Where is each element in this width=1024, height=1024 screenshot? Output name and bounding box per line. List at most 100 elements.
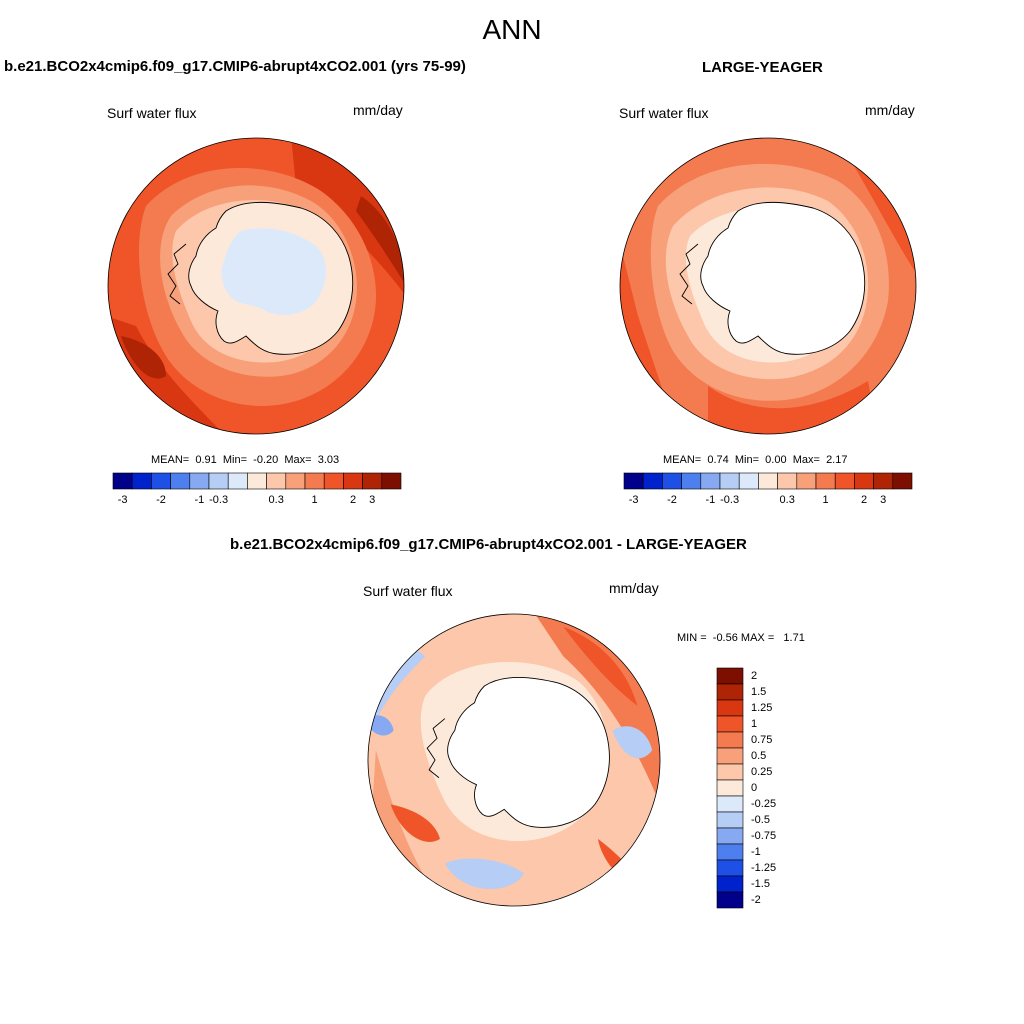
panel2-colorbar-box <box>834 472 855 490</box>
panel2-colorbar-box <box>700 472 721 490</box>
panel3-min-label: MIN = <box>677 632 707 644</box>
panel1-colorbar-tick-label: 0.3 <box>268 494 284 506</box>
panel1-colorbar-tick-label: -1 <box>194 494 205 506</box>
panel1-max-value: 3.03 <box>317 454 340 466</box>
panel3-colorbar-box <box>716 891 744 909</box>
panel2-colorbar-tick-label: 3 <box>880 494 887 506</box>
panel2-colorbar-box <box>796 472 817 490</box>
panel1-colorbar-tick-label: -0.3 <box>209 494 229 506</box>
panel1-colorbar-box <box>151 472 171 490</box>
panel3-colorbar-tick-label: 0 <box>751 782 758 794</box>
panel3-colorbar-tick-label: 1.5 <box>751 686 767 698</box>
panel1-max-label: Max= <box>284 454 312 466</box>
panel3-map-border <box>367 613 661 907</box>
panel3-colorbar-box <box>716 699 744 717</box>
panel2-antarctica <box>700 201 866 355</box>
panel1-colorbar-tick-label: 1 <box>311 494 318 506</box>
panel2-units-label: mm/day <box>865 102 915 118</box>
panel3-colorbar-tick-label: 1.25 <box>751 702 773 714</box>
panel3-colorbar-box <box>716 747 744 765</box>
panel2-colorbar-box <box>738 472 759 490</box>
panel2-colorbar-box <box>719 472 740 490</box>
panel1-mean-value: 0.91 <box>195 454 217 466</box>
panel3-colorbar-box <box>716 667 744 685</box>
panel3-colorbar-box <box>716 795 744 813</box>
panel2-min-label: Min= <box>734 454 760 466</box>
panel3-field-neg-s <box>444 858 524 889</box>
panel2-colorbar-box <box>681 472 702 490</box>
panel3-colorbar-box <box>716 843 744 861</box>
panel3-colorbar-tick-label: 2 <box>751 670 758 682</box>
panel2-variable-label: Surf water flux <box>619 105 709 121</box>
panel1-colorbar-box <box>343 472 363 490</box>
panel2-colorbar-box <box>892 472 913 490</box>
panel1-colorbar-box <box>112 472 133 490</box>
panel3-colorbar <box>716 667 744 909</box>
panel3-max-label: MAX = <box>740 632 775 644</box>
panel3-colorbar-tick-label: -2 <box>751 894 761 906</box>
panel3-colorbar-tick-label: 1 <box>751 718 758 730</box>
panel3-colorbar-tick-label: -1 <box>751 846 761 858</box>
panel3-colorbar-box <box>716 731 744 749</box>
panel1-colorbar-box <box>304 472 325 490</box>
panel2-colorbar-box <box>873 472 894 490</box>
panel1-map-border <box>107 137 405 435</box>
panel1-peninsula-coast <box>167 243 187 305</box>
panel3-colorbar-box <box>716 875 744 893</box>
panel1-colorbar-box <box>323 472 344 490</box>
panel2-max-value: 2.17 <box>826 454 848 466</box>
panel2-colorbar-tick-label: 2 <box>860 494 868 506</box>
panel1-colorbar-box <box>362 472 383 490</box>
panel2-colorbar-tick-label: -0.3 <box>720 494 740 506</box>
panel2-colorbar-tick-label: -2 <box>667 494 677 506</box>
panel3-colorbar-box <box>716 683 744 701</box>
panel1-colorbar-box <box>381 472 402 490</box>
panel1-colorbar <box>112 472 402 490</box>
panel1-colorbar-box <box>227 472 248 490</box>
panel3-units-label: mm/day <box>609 580 659 596</box>
panel1-colorbar-tick-label: 3 <box>369 494 376 506</box>
panel1-variable-label: Surf water flux <box>107 105 197 121</box>
panel3-field-neg-e <box>612 726 653 759</box>
panel3-colorbar-tick-label: -0.75 <box>751 830 777 842</box>
panel2-colorbar-tick-label: -1 <box>705 494 716 506</box>
panel1-colorbar-box <box>170 472 191 490</box>
panel1-mean-label: MEAN= <box>151 454 190 466</box>
panel2-polar-map <box>619 137 917 435</box>
panel1-colorbar-tick-label: -2 <box>156 494 166 506</box>
panel1-colorbar-box <box>131 472 152 490</box>
panel2-map-border <box>619 137 917 435</box>
panel1-min-value: -0.20 <box>253 454 279 466</box>
panel3-antarctica <box>447 677 610 828</box>
panel2-colorbar <box>623 472 913 490</box>
panel1-colorbar-box <box>247 472 267 490</box>
panel3-colorbar-box <box>716 811 744 829</box>
panel3-title: b.e21.BCO2x4cmip6.f09_g17.CMIP6-abrupt4x… <box>230 536 747 553</box>
panel3-colorbar-tick-label: -1.25 <box>751 862 777 874</box>
panel1-colorbar-box <box>266 472 287 490</box>
panel3-colorbar-tick-label: -1.5 <box>751 878 770 890</box>
panel1-stats: MEAN= 0.91 Min= -0.20 Max= 3.03 <box>151 454 339 466</box>
panel3-field-strong-ne <box>563 626 638 706</box>
panel3-max-value: 1.71 <box>783 632 805 644</box>
panel1-units-label: mm/day <box>353 102 403 118</box>
figure-title: ANN <box>482 14 542 45</box>
panel1-colorbar-box <box>285 472 306 490</box>
panel2-peninsula-coast <box>679 243 699 305</box>
panel2-colorbar-tick-label: 1 <box>822 494 829 506</box>
panel3-stats: MIN = -0.56 MAX = 1.71 <box>677 632 805 644</box>
panel3-colorbar-tick-label: 0.5 <box>751 750 767 762</box>
panel3-field-strong-sw <box>390 804 440 842</box>
panel3-colorbar-box <box>716 859 744 877</box>
panel1-title: b.e21.BCO2x4cmip6.f09_g17.CMIP6-abrupt4x… <box>4 58 466 75</box>
panel3-polar-map <box>367 613 661 907</box>
panel1-colorbar-box <box>208 472 229 490</box>
panel3-colorbar-tick-label: 0.25 <box>751 766 773 778</box>
panel1-field-interior-negative <box>221 228 326 316</box>
panel3-colorbar-box <box>716 779 744 797</box>
panel2-colorbar-box <box>623 472 644 490</box>
panel1-field-darkest-w <box>121 336 166 379</box>
panel2-colorbar-box <box>662 472 682 490</box>
panel3-min-value: -0.56 <box>712 632 738 644</box>
panel1-field-darkest-ne <box>356 196 404 286</box>
